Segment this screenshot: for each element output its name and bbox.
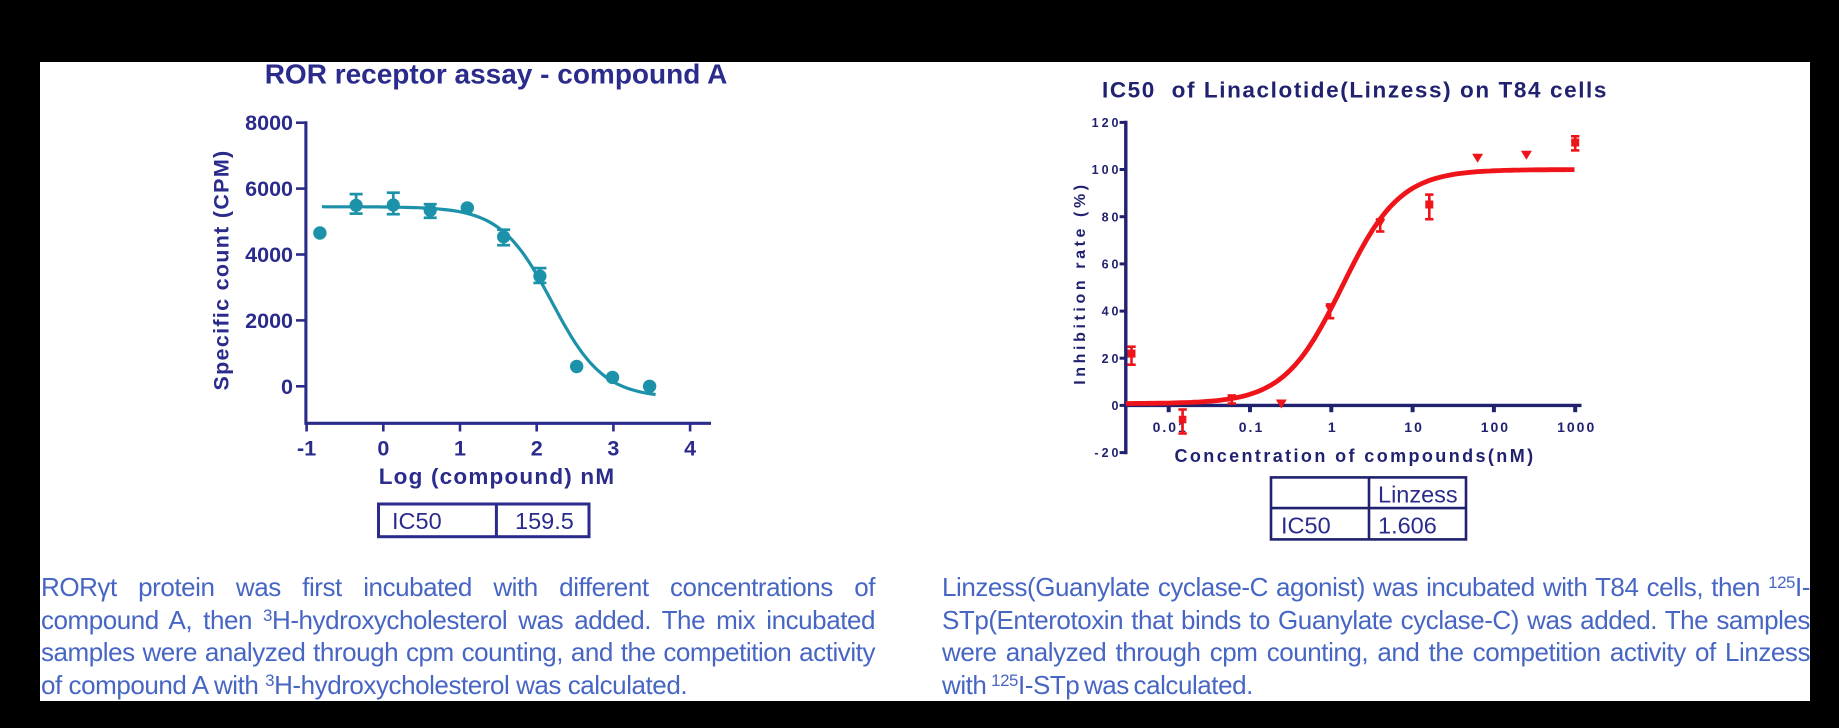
svg-text:0.01: 0.01 [1153, 419, 1188, 435]
svg-text:3: 3 [607, 437, 619, 461]
svg-text:20: 20 [1102, 352, 1122, 366]
svg-text:0: 0 [1112, 399, 1122, 413]
svg-text:Concentration of compounds(nM): Concentration of compounds(nM) [1175, 446, 1536, 466]
svg-text:10: 10 [1404, 419, 1424, 435]
svg-text:8000: 8000 [245, 111, 293, 135]
svg-text:0: 0 [377, 437, 389, 461]
svg-text:-1: -1 [297, 437, 316, 461]
svg-text:IC50: IC50 [1281, 513, 1331, 539]
svg-text:Log (compound) nM: Log (compound) nM [379, 464, 616, 489]
svg-text:120: 120 [1092, 116, 1122, 130]
svg-text:100: 100 [1481, 419, 1510, 435]
svg-text:IC50 of Linaclotide(Linzess): IC50 of Linaclotide(Linzess) on T84 cell… [1102, 78, 1608, 103]
svg-text:4000: 4000 [245, 243, 293, 267]
svg-text:2000: 2000 [245, 309, 293, 333]
svg-text:-20: -20 [1094, 446, 1121, 460]
svg-text:0: 0 [281, 375, 293, 399]
svg-text:0.1: 0.1 [1239, 419, 1264, 435]
svg-text:40: 40 [1102, 305, 1122, 319]
svg-text:100: 100 [1092, 163, 1122, 177]
svg-text:1.606: 1.606 [1378, 513, 1437, 539]
svg-text:1: 1 [454, 437, 466, 461]
svg-text:Linzess: Linzess [1378, 482, 1458, 508]
svg-text:80: 80 [1102, 210, 1122, 224]
svg-text:4: 4 [684, 437, 696, 461]
svg-text:6000: 6000 [245, 177, 293, 201]
svg-text:Specific count (CPM): Specific count (CPM) [210, 149, 234, 390]
svg-text:1: 1 [1328, 419, 1338, 435]
svg-text:IC50: IC50 [392, 508, 442, 534]
svg-text:60: 60 [1102, 258, 1122, 272]
svg-text:ROR receptor assay - compound: ROR receptor assay - compound A [265, 58, 728, 89]
svg-text:2: 2 [531, 437, 543, 461]
svg-text:1000: 1000 [1557, 419, 1596, 435]
svg-text:Inhibition rate (%): Inhibition rate (%) [1072, 181, 1089, 385]
svg-text:159.5: 159.5 [515, 508, 574, 534]
